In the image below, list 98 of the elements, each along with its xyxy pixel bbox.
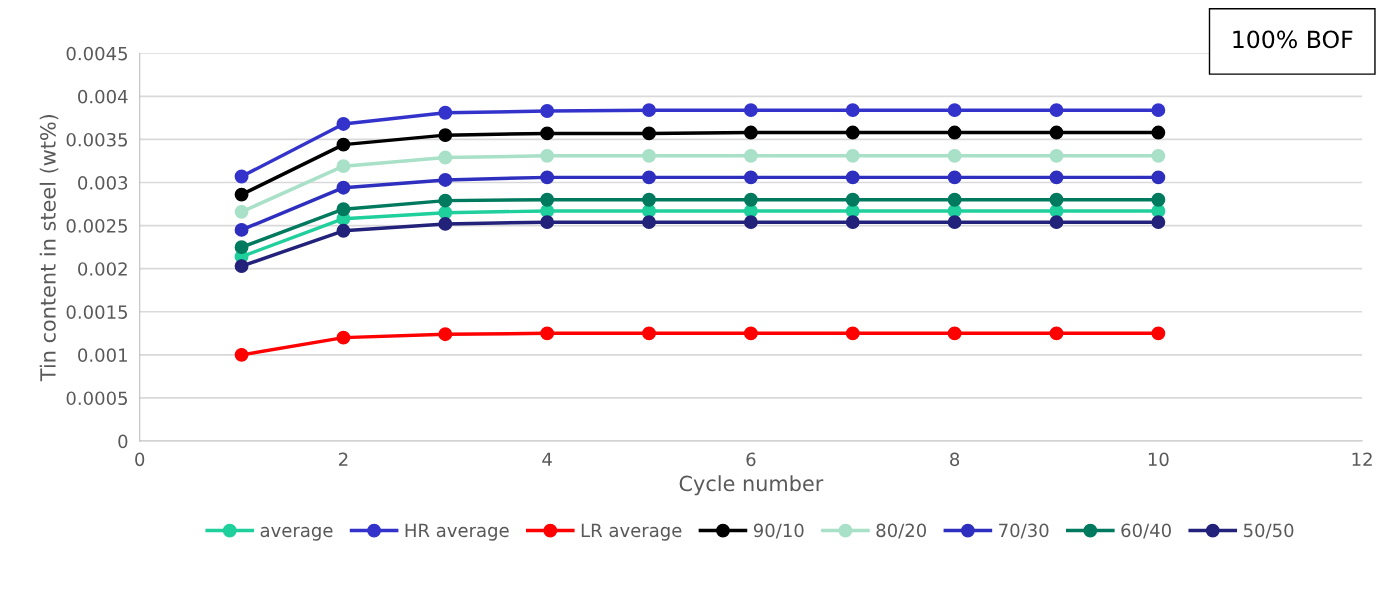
legend-label: LR average	[581, 523, 682, 541]
legend-label: average	[260, 526, 333, 541]
point	[743, 215, 758, 230]
point	[743, 326, 758, 341]
y-tick-label: 0.003	[78, 175, 128, 190]
legend-label: 70/30	[999, 523, 1049, 539]
point	[845, 125, 860, 140]
point	[234, 347, 249, 362]
point	[1049, 192, 1064, 207]
x-tick-label: 2	[339, 452, 348, 466]
point	[845, 170, 860, 185]
point	[234, 204, 249, 219]
point	[845, 103, 860, 118]
point	[438, 193, 453, 208]
point	[540, 126, 555, 141]
point	[642, 192, 656, 207]
point	[540, 192, 555, 207]
point	[743, 103, 758, 118]
point	[947, 148, 962, 163]
point	[947, 215, 962, 230]
point	[234, 169, 249, 184]
point	[947, 103, 962, 118]
text: 100% BOF	[1233, 30, 1353, 49]
point	[438, 105, 453, 120]
legend-label: 50/50	[1243, 523, 1294, 539]
point	[1151, 125, 1166, 140]
point	[336, 180, 351, 195]
y-axis-title: Tin content in steel (wt%)	[39, 114, 59, 382]
point	[1049, 125, 1064, 140]
point	[1151, 148, 1166, 163]
point	[1049, 148, 1064, 163]
legend-label: 90/10	[753, 523, 804, 539]
y-tick-label: 0.002	[78, 262, 127, 276]
y-tick-label: 0.0025	[66, 219, 128, 233]
point	[743, 170, 758, 185]
x-axis-title: Cycle number	[679, 475, 824, 496]
point	[234, 240, 249, 255]
point	[336, 223, 351, 238]
point	[642, 215, 656, 230]
legend-label: 60/40	[1121, 523, 1171, 539]
point	[234, 187, 249, 202]
point	[438, 173, 453, 187]
point	[845, 148, 860, 163]
point	[540, 148, 555, 163]
point	[336, 202, 351, 217]
point	[1151, 215, 1166, 230]
x-tick-label: 4	[542, 452, 552, 466]
point	[336, 116, 351, 131]
y-tick-label: 0.0045	[66, 46, 128, 61]
point	[845, 215, 860, 230]
point	[234, 222, 249, 237]
point	[642, 170, 656, 185]
point	[642, 148, 656, 163]
y-tick-label: 0.001	[78, 348, 127, 362]
point	[743, 148, 758, 163]
point	[540, 215, 555, 230]
y-tick-label: 0.0035	[66, 132, 128, 147]
point	[336, 137, 351, 152]
point	[947, 125, 962, 140]
point	[845, 192, 860, 207]
point	[1151, 103, 1166, 118]
point	[438, 327, 453, 342]
point	[947, 170, 962, 185]
x-tick-label: 8	[950, 452, 960, 467]
point	[438, 150, 453, 165]
point	[438, 216, 453, 231]
y-tick-label: 0.0005	[66, 391, 128, 406]
x-tick-label: 12	[1352, 452, 1372, 466]
point	[438, 128, 453, 143]
point	[845, 326, 860, 341]
point	[1049, 170, 1064, 185]
y-tick-label: 0	[118, 434, 128, 449]
point	[642, 126, 656, 141]
point	[743, 125, 758, 140]
point	[743, 192, 758, 207]
y-tick-label: 0.0015	[66, 305, 128, 319]
point	[336, 159, 351, 174]
point	[540, 326, 555, 341]
point	[1151, 170, 1166, 185]
point	[1151, 326, 1166, 341]
point	[540, 170, 555, 185]
point	[947, 192, 962, 207]
x-tick-label: 10	[1148, 452, 1169, 467]
legend-label: HR average	[405, 523, 509, 541]
legend-label: 80/20	[876, 523, 927, 539]
point	[336, 330, 351, 345]
point	[642, 326, 656, 341]
point	[540, 104, 555, 118]
x-tick-label: 0	[135, 452, 145, 467]
point	[1049, 103, 1064, 118]
point	[1151, 192, 1166, 207]
point	[1049, 326, 1064, 341]
point	[1049, 215, 1064, 230]
point	[234, 259, 249, 274]
point	[947, 326, 962, 341]
y-tick-label: 0.004	[78, 89, 128, 104]
point	[642, 103, 656, 118]
x-tick-label: 6	[746, 452, 756, 467]
